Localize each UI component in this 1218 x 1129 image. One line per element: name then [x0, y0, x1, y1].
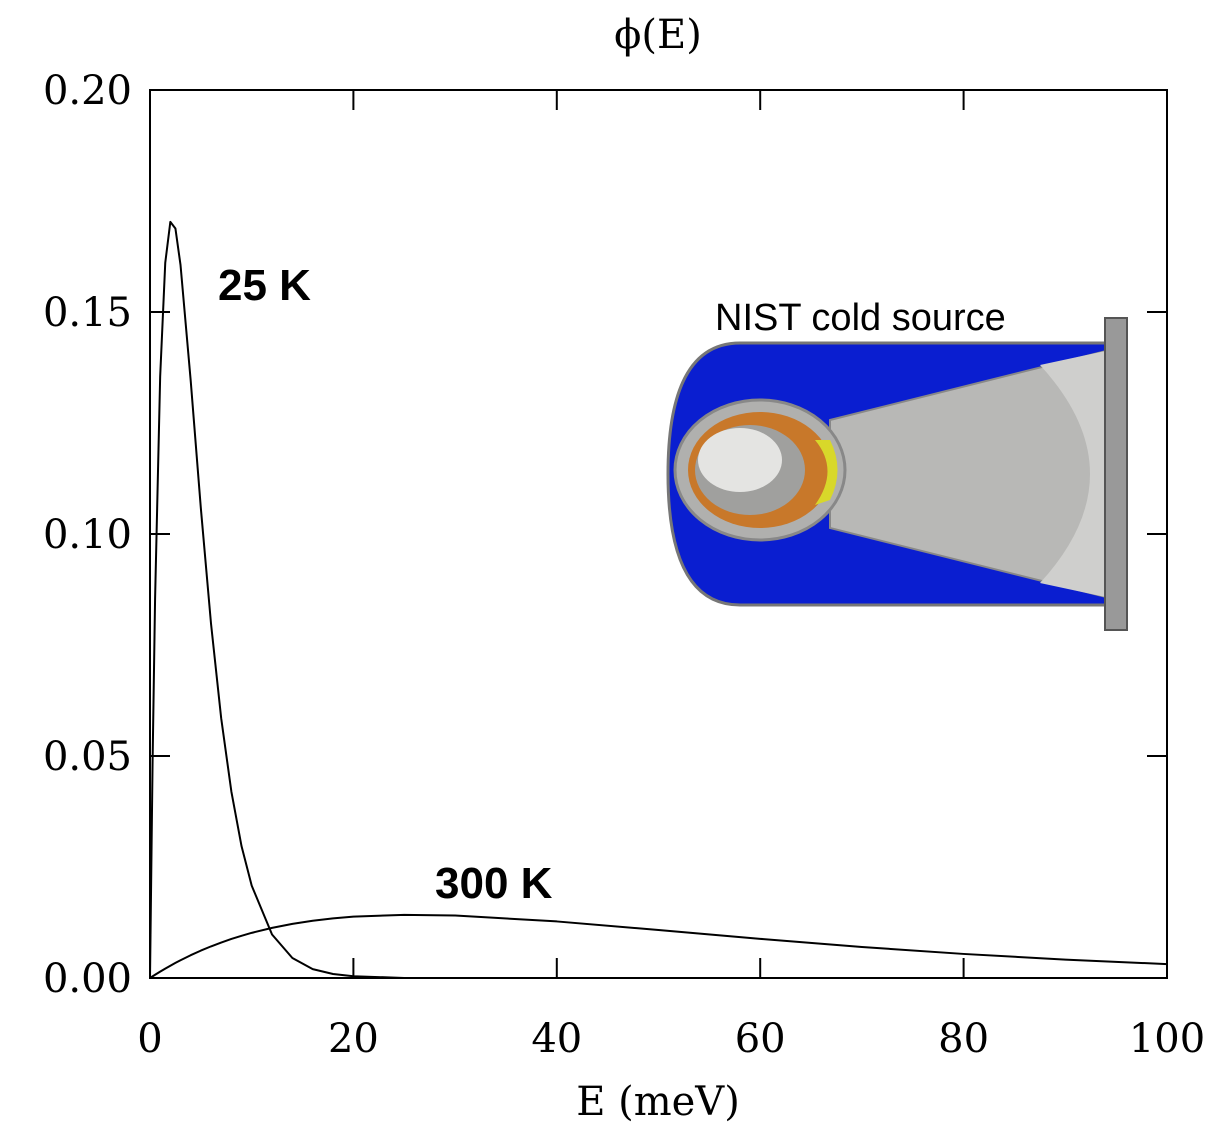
x-tick-label: 100	[1129, 1016, 1205, 1062]
series-line	[149, 913, 1168, 979]
series-label: 300 K	[435, 859, 553, 908]
series-line	[149, 220, 1167, 979]
y-tick-label: 0.00	[43, 956, 132, 1002]
series-label: 25 K	[218, 261, 311, 310]
x-tick-label: 0	[137, 1016, 162, 1062]
x-tick-label: 60	[735, 1016, 786, 1062]
chart-title: ϕ(E)	[614, 12, 702, 58]
x-tick-label: 80	[938, 1016, 989, 1062]
y-tick-label: 0.20	[43, 68, 132, 114]
x-axis-label: E (meV)	[576, 1079, 740, 1125]
x-tick-label: 40	[531, 1016, 582, 1062]
inset-label: NIST cold source	[715, 297, 1006, 339]
cold-source-image	[666, 317, 1128, 631]
x-tick-label: 20	[328, 1016, 379, 1062]
y-tick-label: 0.10	[43, 512, 132, 558]
y-tick-label: 0.05	[43, 734, 132, 780]
y-tick-label: 0.15	[43, 290, 132, 336]
